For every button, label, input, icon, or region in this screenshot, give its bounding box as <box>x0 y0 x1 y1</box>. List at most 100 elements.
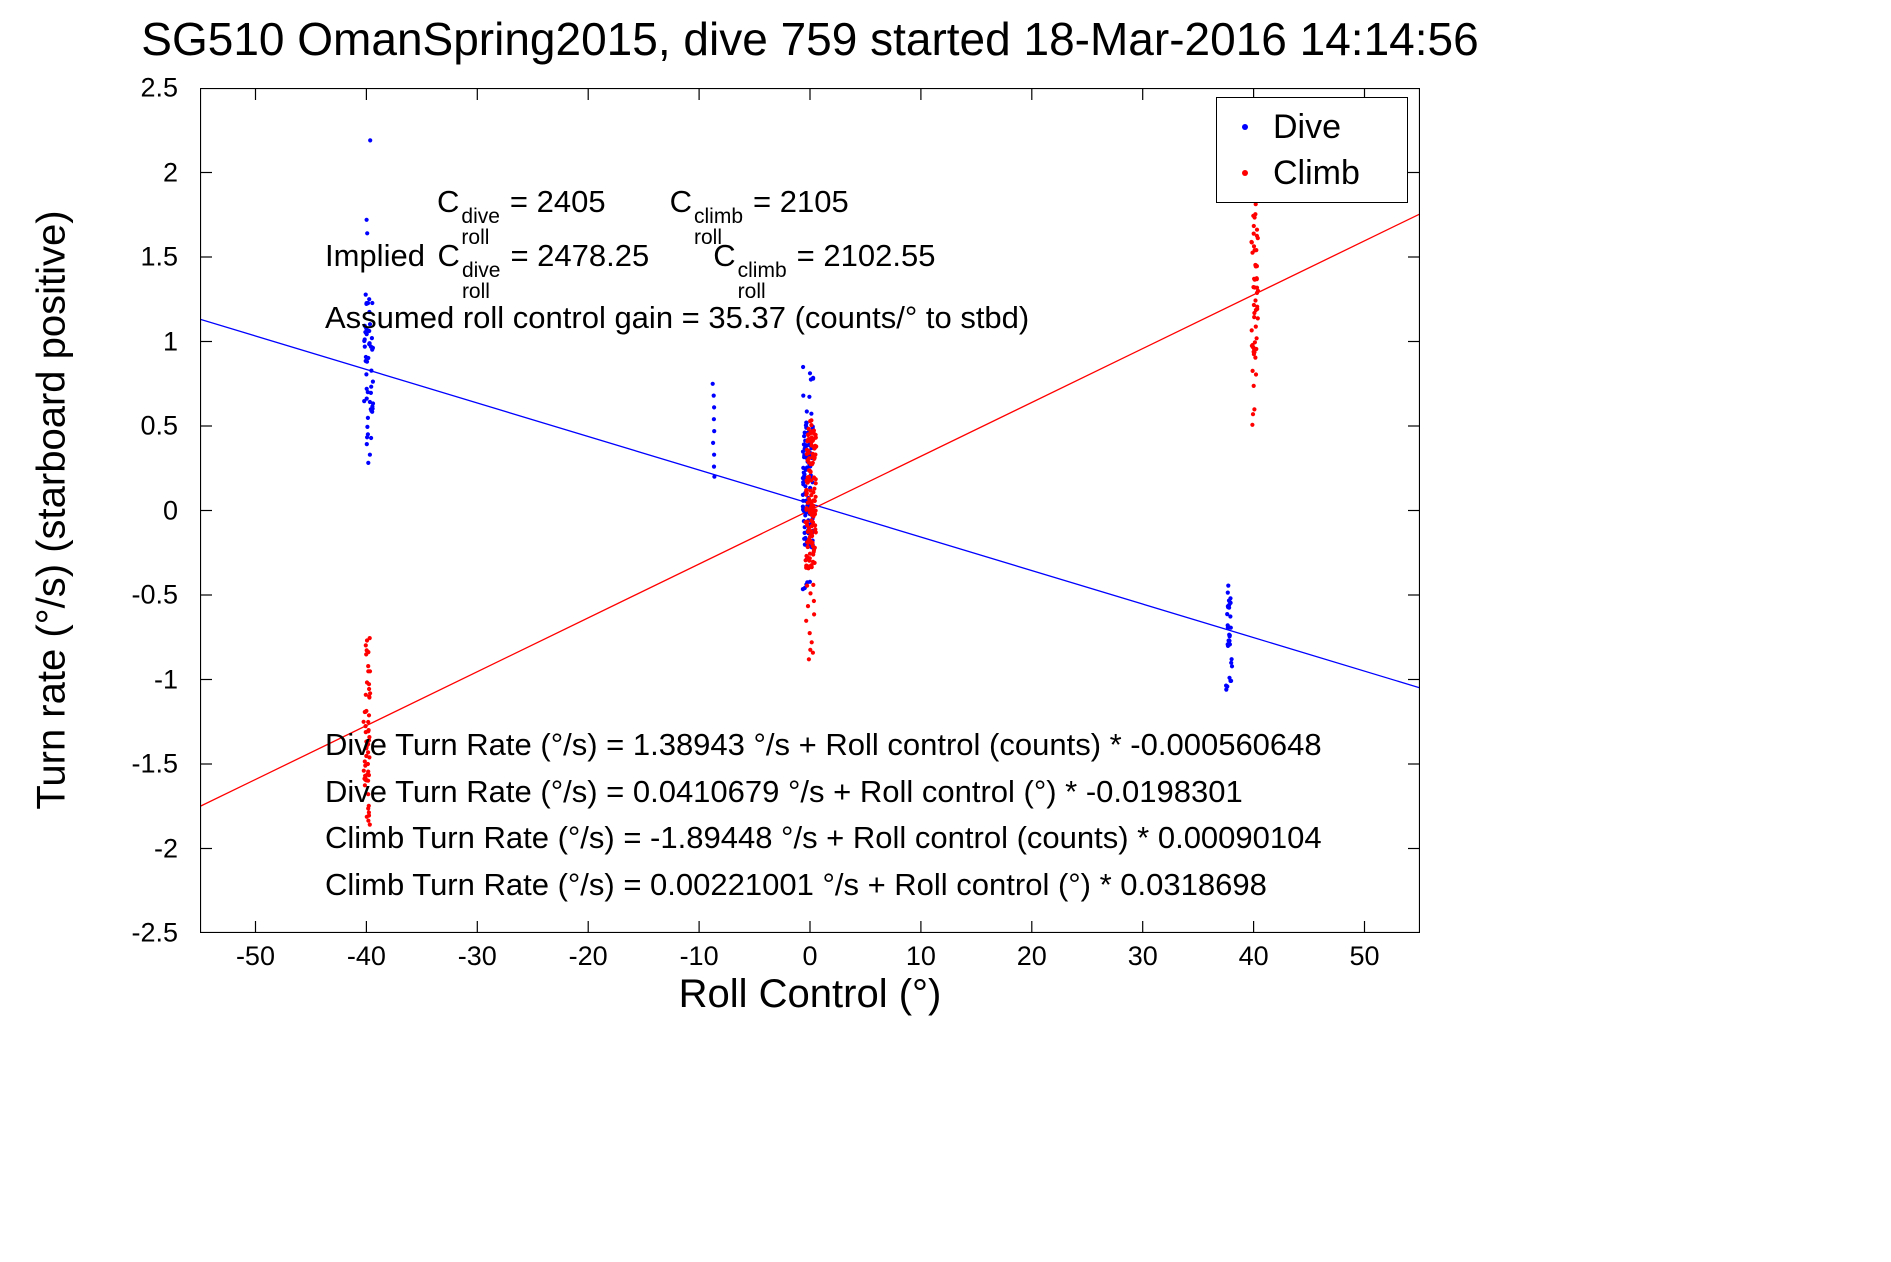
scatter-point <box>1251 231 1256 236</box>
scatter-point <box>1255 236 1260 241</box>
scatter-point <box>802 530 807 535</box>
scatter-point <box>1253 202 1258 207</box>
scatter-point <box>804 618 809 623</box>
scatter-point <box>1251 302 1256 308</box>
scatter-point <box>813 443 818 448</box>
scatter-point <box>805 540 811 545</box>
fit-equation-dive-deg: Dive Turn Rate (°/s) = 0.0410679 °/s + R… <box>325 773 1243 809</box>
scatter-point <box>809 411 814 416</box>
scatter-point <box>365 761 370 767</box>
scatter-point <box>812 486 817 491</box>
scatter-point <box>1255 316 1260 321</box>
scatter-point <box>362 338 367 344</box>
scatter-point <box>808 469 813 475</box>
scatter-point <box>1251 352 1256 357</box>
scatter-point <box>1227 632 1232 637</box>
scatter-point <box>813 481 818 486</box>
scatter-point <box>364 359 370 364</box>
scatter-point <box>363 777 368 782</box>
scatter-point <box>812 560 817 565</box>
scatter-point <box>370 347 375 352</box>
scatter-point <box>808 438 813 443</box>
scatter-point <box>1229 660 1234 665</box>
scatter-point <box>809 529 814 534</box>
plot-container <box>200 88 1420 933</box>
y-tick-label: 2.5 <box>140 72 178 103</box>
y-tick-label: 1 <box>162 326 178 356</box>
scatter-point <box>804 420 809 425</box>
scatter-point <box>364 638 370 643</box>
scatter-point <box>808 647 813 652</box>
legend-item-climb: Climb <box>1217 150 1407 196</box>
scatter-point <box>805 529 811 534</box>
x-tick-label: 0 <box>802 941 818 971</box>
scatter-point <box>810 533 815 539</box>
scatter-point <box>1249 328 1254 333</box>
chart-title: SG510 OmanSpring2015, dive 759 started 1… <box>141 13 1479 65</box>
scatter-point <box>802 443 807 448</box>
scatter-point <box>801 482 806 487</box>
scatter-point <box>811 547 817 552</box>
scatter-point <box>804 565 809 570</box>
scatter-point <box>1227 638 1232 643</box>
scatter-point <box>804 409 809 414</box>
scatter-point <box>808 488 813 493</box>
scatter-point <box>811 552 816 557</box>
x-tick-labels: -50 -40 -30 -20 -10 0 10 20 30 40 50 <box>200 941 1420 973</box>
scatter-point <box>366 813 372 818</box>
scatter-point <box>370 404 375 409</box>
scatter-point <box>712 452 717 457</box>
scatter-point <box>364 396 369 401</box>
scatter-point <box>362 759 367 764</box>
scatter-point <box>364 217 369 222</box>
scatter-point <box>366 460 371 465</box>
scatter-point <box>1253 262 1258 268</box>
scatter-point <box>365 415 370 420</box>
scatter-point <box>1252 340 1257 345</box>
scatter-point <box>712 474 717 479</box>
scatter-point <box>804 478 809 483</box>
scatter-point <box>368 691 373 696</box>
scatter-point <box>367 341 372 346</box>
scatter-point <box>366 773 371 778</box>
gain-annotation: Assumed roll control gain = 35.37 (count… <box>325 300 1030 335</box>
scatter-point <box>802 430 807 435</box>
scatter-point <box>1250 422 1255 427</box>
scatter-point <box>808 462 813 467</box>
scatter-point <box>1228 596 1233 601</box>
scatter-point <box>1252 248 1257 253</box>
scatter-point <box>802 536 807 541</box>
y-tick-label: -1.5 <box>131 748 178 779</box>
scatter-point <box>1251 244 1257 249</box>
x-tick-label: -20 <box>568 941 608 971</box>
scatter-point <box>367 755 372 760</box>
climb-dot-icon <box>1242 170 1248 176</box>
scatter-point <box>807 507 812 512</box>
plot-area <box>200 88 1420 933</box>
scatter-point <box>363 692 368 697</box>
scatter-point <box>364 326 369 331</box>
dive-dot-icon <box>1242 124 1248 130</box>
scatter-point <box>367 322 373 327</box>
scatter-point <box>366 713 372 718</box>
scatter-point <box>808 429 813 434</box>
scatter-point <box>1252 215 1257 220</box>
scatter-point <box>807 551 813 556</box>
y-tick-label: 0.5 <box>140 410 178 441</box>
scatter-point <box>809 418 814 423</box>
scatter-point <box>1254 336 1259 341</box>
scatter-point <box>1252 285 1257 290</box>
scatter-point <box>802 472 807 477</box>
scatter-point <box>1226 583 1231 588</box>
x-axis-label: Roll Control (°) <box>678 972 942 1016</box>
scatter-point <box>367 297 372 302</box>
x-tick-label: -40 <box>346 941 386 971</box>
scatter-point <box>366 769 371 774</box>
scatter-point <box>1229 664 1235 669</box>
y-tick-labels: -2.5 -2 -1.5 -1 -0.5 0 0.5 1 1.5 2 2.5 <box>0 73 188 948</box>
y-tick-label: -2.5 <box>131 917 178 948</box>
